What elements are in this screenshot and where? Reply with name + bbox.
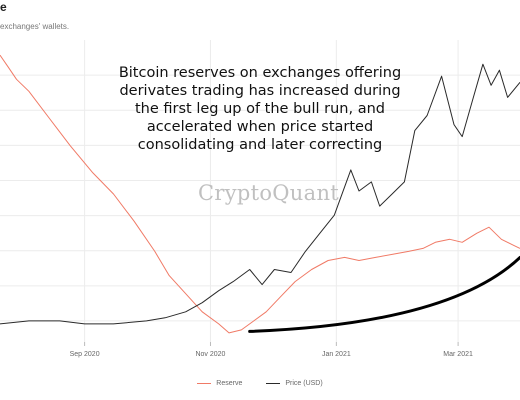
series-lines bbox=[0, 54, 520, 334]
x-tick-label: Mar 2021 bbox=[443, 351, 473, 358]
trend-arrow-curve bbox=[248, 255, 520, 333]
legend-swatch-reserve bbox=[197, 383, 212, 384]
x-tick-label: Sep 2020 bbox=[70, 351, 100, 358]
legend-label-price: Price (USD) bbox=[285, 380, 323, 387]
x-tick-label: Nov 2020 bbox=[195, 351, 225, 358]
trend-arrow bbox=[248, 255, 520, 333]
legend: Reserve Price (USD) bbox=[0, 380, 520, 387]
watermark-logo: CryptoQuant bbox=[198, 181, 340, 205]
annotation-line: accelerated when price started bbox=[146, 119, 374, 135]
annotation-line: the first leg up of the bull run, and bbox=[134, 101, 385, 117]
chart-subtitle: exchanges' wallets. bbox=[0, 22, 70, 31]
annotation-text: Bitcoin reserves on exchanges offering d… bbox=[100, 64, 420, 154]
legend-item-reserve[interactable]: Reserve bbox=[197, 380, 242, 387]
chart-title: e bbox=[0, 0, 7, 14]
gridlines bbox=[0, 40, 520, 342]
series-line-price bbox=[0, 63, 520, 325]
x-tick-label: Jan 2021 bbox=[322, 351, 351, 358]
annotation-line: derivates trading has increased during bbox=[119, 83, 401, 99]
legend-swatch-price bbox=[266, 383, 281, 384]
x-axis: Sep 2020 Nov 2020 Jan 2021 Mar 2021 bbox=[70, 342, 473, 358]
legend-item-price[interactable]: Price (USD) bbox=[266, 380, 323, 387]
annotation-line: Bitcoin reserves on exchanges offering bbox=[118, 65, 402, 81]
series-line-reserve bbox=[0, 54, 520, 334]
annotation-line: consolidating and later correcting bbox=[137, 137, 383, 153]
legend-label-reserve: Reserve bbox=[216, 380, 243, 387]
